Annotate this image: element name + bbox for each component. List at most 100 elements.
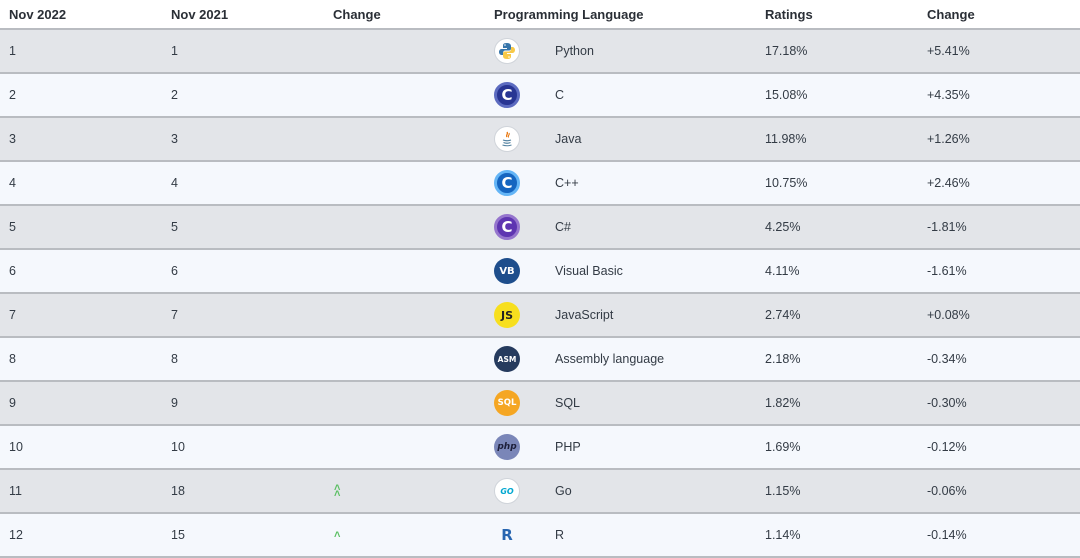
language-name: Go [555, 484, 572, 498]
language-logo-cell: R [494, 514, 520, 556]
logo-label: php [497, 442, 517, 452]
logo-label: SQL [497, 398, 517, 408]
table-row: 9 9 SQL SQL 1.82% -0.30% [0, 382, 1080, 426]
rank-nov-2022: 10 [9, 440, 23, 454]
rank-nov-2022: 4 [9, 176, 16, 190]
language-name: C# [555, 220, 571, 234]
rating-change-value: +0.08% [927, 308, 970, 322]
language-name: R [555, 528, 565, 542]
rank-nov-2022: 1 [9, 44, 16, 58]
rating-value: 2.18% [765, 352, 801, 366]
rating-value: 4.25% [765, 220, 801, 234]
rank-nov-2021: 1 [171, 44, 178, 58]
rating-value: 2.74% [765, 308, 801, 322]
rank-nov-2022: 6 [9, 264, 16, 278]
python-logo-icon [494, 38, 520, 64]
rank-nov-2021: 10 [171, 440, 185, 454]
rating-change-value: -1.61% [927, 264, 967, 278]
rating-change-value: -0.34% [927, 352, 967, 366]
rank-change-cell: ˄ ˄ [334, 470, 340, 512]
header-nov-2022[interactable]: Nov 2022 [9, 6, 67, 22]
rank-nov-2021: 15 [171, 528, 185, 542]
language-logo-cell: JS [494, 294, 520, 336]
table-row: 6 6 VB Visual Basic 4.11% -1.61% [0, 250, 1080, 294]
rank-nov-2021: 7 [171, 308, 178, 322]
table-header: Nov 2022 Nov 2021 Change Programming Lan… [0, 0, 1080, 30]
language-logo-cell: C [494, 206, 520, 248]
rank-nov-2021: 5 [171, 220, 178, 234]
logo-label: C [501, 86, 513, 104]
rank-nov-2022: 5 [9, 220, 16, 234]
rank-nov-2022: 7 [9, 308, 16, 322]
rating-change-value: +1.26% [927, 132, 970, 146]
sql-logo-icon: SQL [494, 390, 520, 416]
logo-label: GO [500, 486, 514, 496]
language-logo-cell: C [494, 74, 520, 116]
logo-label: JS [500, 308, 513, 322]
r-logo-icon: R [494, 522, 520, 548]
table-row: 4 4 C C++ 10.75% +2.46% [0, 162, 1080, 206]
rank-up-icon: ˄ [334, 528, 341, 541]
rank-nov-2021: 9 [171, 396, 178, 410]
language-name: Visual Basic [555, 264, 623, 278]
language-name: Python [555, 44, 594, 58]
rank-nov-2022: 12 [9, 528, 23, 542]
language-name: SQL [555, 396, 581, 410]
visual-basic-logo-icon: VB [494, 258, 520, 284]
language-logo-cell: SQL [494, 382, 520, 424]
rank-nov-2021: 6 [171, 264, 178, 278]
java-logo-icon [494, 126, 520, 152]
rank-nov-2022: 9 [9, 396, 16, 410]
language-name: Java [555, 132, 582, 146]
logo-label: VB [499, 265, 515, 277]
language-logo-cell [494, 118, 520, 160]
header-rank-change[interactable]: Change [333, 6, 381, 22]
rating-value: 15.08% [765, 88, 808, 102]
logo-label: R [501, 526, 513, 544]
php-logo-icon: php [494, 434, 520, 460]
header-nov-2021[interactable]: Nov 2021 [171, 6, 229, 22]
rank-nov-2021: 8 [171, 352, 178, 366]
rank-nov-2021: 2 [171, 88, 178, 102]
table-row: 8 8 ASM Assembly language 2.18% -0.34% [0, 338, 1080, 382]
rank-nov-2022: 3 [9, 132, 16, 146]
cpp-logo-icon: C [494, 170, 520, 196]
javascript-logo-icon: JS [494, 302, 520, 328]
table-row: 11 18 ˄ ˄ GO Go 1.15% -0.06% [0, 470, 1080, 514]
language-logo-cell: VB [494, 250, 520, 292]
rank-up-double-icon: ˄ ˄ [334, 481, 341, 500]
rating-value: 1.14% [765, 528, 801, 542]
c-logo-icon: C [494, 82, 520, 108]
rating-change-value: +5.41% [927, 44, 970, 58]
header-ratings[interactable]: Ratings [765, 6, 813, 22]
rank-nov-2021: 3 [171, 132, 178, 146]
assembly-logo-icon: ASM [494, 346, 520, 372]
language-name: PHP [555, 440, 581, 454]
language-name: Assembly language [555, 352, 665, 366]
header-rating-change[interactable]: Change [927, 6, 975, 22]
rating-change-value: +4.35% [927, 88, 970, 102]
rating-value: 17.18% [765, 44, 808, 58]
table-row: 12 15 ˄ R R 1.14% -0.14% [0, 514, 1080, 558]
language-logo-cell [494, 30, 520, 72]
rating-value: 1.69% [765, 440, 801, 454]
rating-change-value: -0.14% [927, 528, 967, 542]
language-name: JavaScript [555, 308, 614, 322]
table-row: 10 10 php PHP 1.69% -0.12% [0, 426, 1080, 470]
rank-nov-2022: 11 [9, 484, 22, 498]
rating-value: 4.11% [765, 264, 800, 278]
rating-change-value: -0.12% [927, 440, 967, 454]
language-logo-cell: ASM [494, 338, 520, 380]
rating-change-value: -1.81% [927, 220, 967, 234]
language-logo-cell: php [494, 426, 520, 468]
language-name: C++ [555, 176, 579, 190]
rating-change-value: -0.30% [927, 396, 967, 410]
language-name: C [555, 88, 565, 102]
header-programming-language[interactable]: Programming Language [494, 6, 644, 22]
table-row: 7 7 JS JavaScript 2.74% +0.08% [0, 294, 1080, 338]
rating-value: 10.75% [765, 176, 808, 190]
rank-nov-2022: 2 [9, 88, 16, 102]
rank-nov-2021: 18 [171, 484, 185, 498]
rating-change-value: -0.06% [927, 484, 967, 498]
